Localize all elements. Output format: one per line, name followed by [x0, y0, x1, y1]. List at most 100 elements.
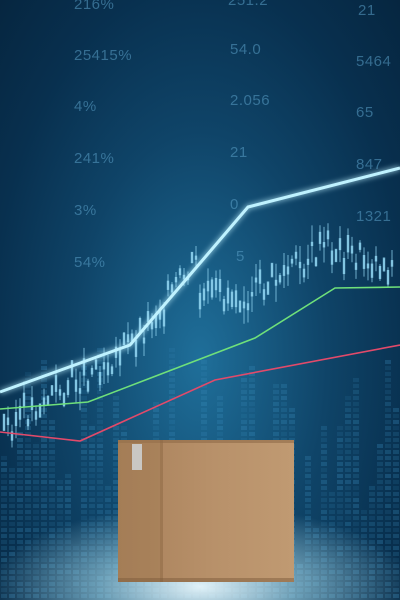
candle-body — [350, 245, 354, 254]
bg-bar-cell — [217, 426, 223, 430]
candle-body — [90, 367, 94, 375]
bg-bar-cell — [97, 444, 103, 448]
bg-bar-cell — [337, 450, 343, 454]
bg-bar-cell — [337, 480, 343, 484]
bg-bar-cell — [81, 498, 87, 502]
bg-number: 2.056 — [230, 92, 271, 109]
bg-bar-cell — [393, 504, 399, 508]
bg-bar-cell — [97, 456, 103, 460]
candle-body — [234, 290, 238, 308]
bg-bar-cell — [65, 486, 71, 490]
bg-bar-cell — [345, 498, 351, 502]
candle-body — [82, 358, 86, 376]
bg-bar-cell — [305, 480, 311, 484]
bg-bar-cell — [25, 408, 31, 412]
bg-bar-cell — [353, 438, 359, 442]
bg-bar-cell — [353, 390, 359, 394]
candle-body — [206, 280, 210, 292]
bg-bar-cell — [353, 396, 359, 400]
bg-bar-cell — [201, 372, 207, 376]
candlesticks — [2, 223, 394, 448]
candle-body — [50, 385, 54, 396]
bg-bar-cell — [249, 372, 255, 376]
bg-bar-cell — [249, 426, 255, 430]
bg-bar-cell — [41, 498, 47, 502]
candle-body — [190, 251, 194, 264]
candle-body — [210, 279, 214, 298]
bg-bar-cell — [289, 408, 295, 412]
bg-bar-cell — [353, 384, 359, 388]
bg-bar-cell — [345, 402, 351, 406]
bg-bar-cell — [345, 396, 351, 400]
bg-bar-cell — [89, 486, 95, 490]
bg-number: 21 — [358, 2, 376, 19]
candle-body — [146, 311, 150, 322]
bg-number: 3% — [74, 202, 97, 219]
candle-body — [238, 300, 242, 313]
bg-bar-cell — [81, 390, 87, 394]
candle-body — [226, 287, 230, 304]
bg-bar-cell — [321, 438, 327, 442]
bg-bar-cell — [113, 468, 119, 472]
bg-bar-cell — [97, 432, 103, 436]
bg-bar-cell — [273, 408, 279, 412]
bg-bar-cell — [305, 474, 311, 478]
bg-bar-cell — [393, 492, 399, 496]
bg-bar-cell — [353, 450, 359, 454]
bg-bar-cell — [1, 498, 7, 502]
bg-bar-cell — [369, 492, 375, 496]
bg-bar-cell — [33, 450, 39, 454]
candle-body — [390, 260, 394, 267]
bg-bar-cell — [217, 414, 223, 418]
bg-bar-cell — [249, 366, 255, 370]
bg-bar-cell — [49, 492, 55, 496]
bg-bar-cell — [377, 486, 383, 490]
bg-bar-cell — [169, 414, 175, 418]
bg-bar-cell — [89, 432, 95, 436]
bg-bar-cell — [33, 504, 39, 508]
candle-body — [314, 257, 318, 267]
bg-bar-cell — [25, 468, 31, 472]
candle-body — [166, 280, 170, 290]
bg-bar-cell — [385, 402, 391, 406]
bg-bar-cell — [393, 450, 399, 454]
bg-bar-cell — [249, 402, 255, 406]
bg-bar-cell — [385, 504, 391, 508]
candle-body — [246, 303, 250, 311]
bg-bar-cell — [41, 360, 47, 364]
bg-bar-cell — [201, 378, 207, 382]
bg-bar-cell — [385, 450, 391, 454]
candle-body — [346, 234, 350, 253]
bg-bar-cell — [57, 492, 63, 496]
bg-bar-cell — [17, 462, 23, 466]
candle-body — [94, 359, 98, 370]
bg-bar-cell — [113, 432, 119, 436]
candle-body — [310, 241, 314, 247]
bg-bar-cell — [241, 378, 247, 382]
bg-bar-cell — [113, 492, 119, 496]
bg-bar-cell — [25, 390, 31, 394]
bg-bar-cell — [113, 444, 119, 448]
bg-bar-cell — [97, 480, 103, 484]
bg-bar-cell — [201, 360, 207, 364]
candle-body — [106, 362, 110, 376]
bg-bar-cell — [97, 420, 103, 424]
bg-bar-cell — [321, 432, 327, 436]
bg-bar-cell — [49, 438, 55, 442]
candle-body — [110, 366, 114, 375]
red-trend-line — [0, 344, 400, 442]
bg-bar-cell — [353, 468, 359, 472]
candle-body — [162, 309, 166, 327]
bg-bar-cell — [41, 480, 47, 484]
bg-bar-cell — [281, 426, 287, 430]
bg-bar-cell — [41, 414, 47, 418]
bg-bar-cell — [321, 426, 327, 430]
bg-bar-cell — [41, 426, 47, 430]
bg-bar-cell — [25, 498, 31, 502]
bg-bar-cell — [345, 450, 351, 454]
bg-number: 54% — [74, 254, 106, 271]
bg-bar-cell — [337, 498, 343, 502]
bg-bar-cell — [169, 426, 175, 430]
bg-bar-cell — [249, 414, 255, 418]
bg-bar-cell — [97, 486, 103, 490]
